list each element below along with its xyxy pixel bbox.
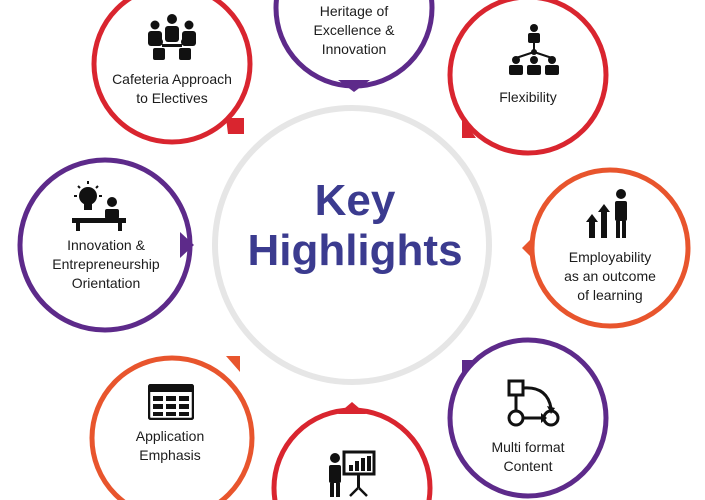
idea-desk-icon xyxy=(72,181,126,231)
label-employability: Employability as an outcome of learning xyxy=(564,249,656,303)
center-title: Key Highlights xyxy=(247,176,463,275)
node-flexibility xyxy=(447,0,609,156)
team-hierarchy-icon xyxy=(509,24,559,75)
label-multiformat: Multi format Content xyxy=(491,439,565,474)
label-application: Application Emphasis xyxy=(135,428,205,463)
growth-person-icon xyxy=(586,189,627,238)
center-circle xyxy=(212,105,492,385)
presentation-icon xyxy=(329,450,376,497)
label-heritage: Heritage of Excellence & Innovation xyxy=(313,3,395,57)
label-innovation: Innovation & Entrepreneurship Orientatio… xyxy=(52,237,160,291)
label-flexibility: Flexibility xyxy=(499,89,557,105)
node-innovation xyxy=(17,157,194,333)
label-cafeteria: Cafeteria Approach to Electives xyxy=(112,71,232,106)
node-application xyxy=(89,355,255,500)
node-cafeteria xyxy=(91,0,253,145)
flowchart-icon xyxy=(507,379,560,427)
group-icon xyxy=(148,14,196,60)
node-presentation xyxy=(271,402,433,500)
node-heritage xyxy=(273,0,435,92)
spreadsheet-icon xyxy=(148,384,194,420)
node-employability xyxy=(522,167,691,329)
